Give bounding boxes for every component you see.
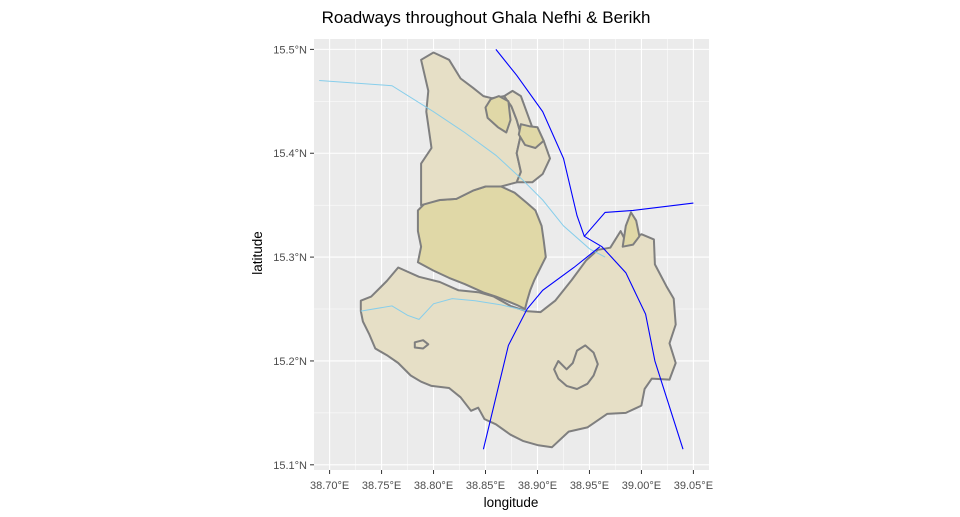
region-north-pocket-a — [484, 95, 512, 134]
roadways — [482, 49, 694, 450]
x-tick-label: 38.90°E — [518, 480, 557, 492]
x-tick-label: 39.00°E — [622, 480, 661, 492]
y-axis-title: latitude — [250, 231, 265, 275]
y-tick-label: 15.2°N — [273, 356, 307, 368]
y-tick-label: 15.1°N — [273, 460, 307, 472]
x-tick-label: 38.85°E — [466, 480, 505, 492]
rivers — [319, 80, 606, 320]
river-north — [319, 80, 606, 258]
road-southwest — [482, 246, 601, 450]
plot-title: Roadways throughout Ghala Nefhi & Berikh — [322, 8, 651, 27]
x-tick-label: 38.70°E — [310, 480, 349, 492]
river-south — [360, 298, 528, 320]
region-east-spike — [621, 211, 641, 248]
district-regions — [359, 51, 677, 449]
y-tick-label: 15.5°N — [273, 44, 307, 56]
axis-tick-labels: 38.70°E 38.75°E 38.80°E 38.85°E 38.90°E 38.95… — [273, 44, 713, 492]
x-axis-title: longitude — [484, 495, 539, 510]
y-tick-label: 15.4°N — [273, 148, 307, 160]
x-tick-label: 38.75°E — [362, 480, 401, 492]
y-tick-label: 15.3°N — [273, 252, 307, 264]
x-tick-label: 38.80°E — [414, 480, 453, 492]
region-north-pocket-b — [517, 123, 545, 149]
axis-ticks — [310, 48, 694, 474]
x-tick-label: 38.95°E — [570, 480, 609, 492]
region-small-west-blob — [413, 339, 430, 350]
region-inner-hole — [553, 344, 599, 390]
road-east-spur — [583, 202, 694, 237]
x-tick-label: 39.05°E — [674, 480, 713, 492]
